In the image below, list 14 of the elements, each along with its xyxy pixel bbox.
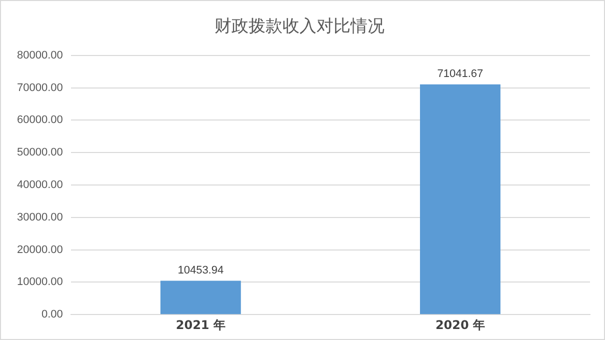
y-tick-label: 50000.00 [16,146,63,159]
y-tick-label: 80000.00 [16,49,63,62]
data-label: 10453.94 [178,264,224,276]
data-label: 71041.67 [437,68,484,80]
y-tick-label: 30000.00 [16,211,63,224]
y-tick-label: 40000.00 [16,179,63,192]
y-tick-label: 70000.00 [16,82,63,94]
chart-title: 财政拨款收入对比情况 [214,16,384,37]
x-tick-label: 2021 年 [176,318,226,332]
y-tick-label: 0.00 [41,308,63,321]
y-tick-label: 10000.00 [16,276,63,288]
y-tick-label: 60000.00 [16,114,63,126]
y-tick-label: 20000.00 [16,244,63,256]
x-tick-label: 2020 年 [435,318,486,332]
